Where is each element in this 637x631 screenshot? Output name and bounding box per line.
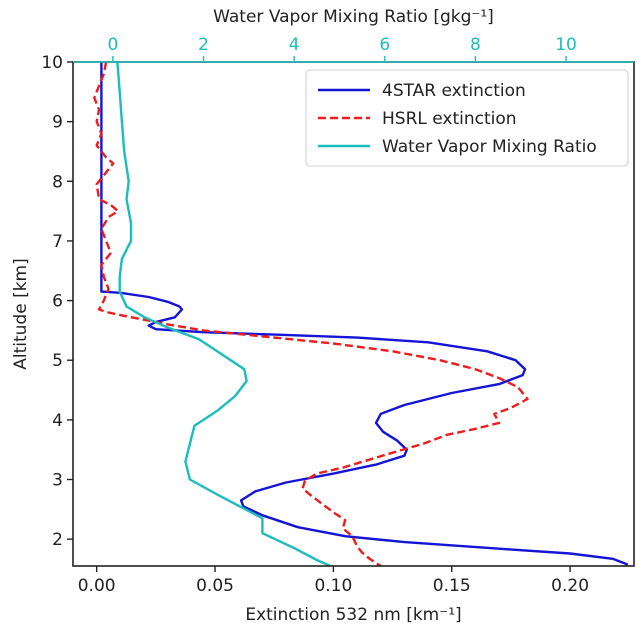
- top-tick-label: 6: [379, 35, 390, 55]
- legend-label-2: Water Vapor Mixing Ratio: [382, 137, 597, 157]
- top-tick-label: 4: [289, 35, 300, 55]
- y-tick-label: 9: [52, 113, 63, 133]
- x-tick-label: 0.05: [196, 576, 234, 596]
- series-layer: [93, 62, 629, 566]
- y-axis-ticks: 2 3 4 5 6 7 8 9 10: [41, 53, 73, 550]
- top-axis-ticks: 0 2 4 6 8 10: [107, 35, 577, 62]
- y-tick-label: 7: [52, 232, 63, 252]
- x-tick-label: 0.00: [78, 576, 116, 596]
- series-line-0: [100, 62, 629, 566]
- y-tick-label: 2: [52, 530, 63, 550]
- series-line-2: [116, 62, 332, 566]
- top-tick-label: 10: [555, 35, 577, 55]
- x-tick-label: 0.15: [433, 576, 471, 596]
- y-tick-label: 5: [52, 351, 63, 371]
- top-axis-label: Water Vapor Mixing Ratio [gkg⁻¹]: [213, 7, 494, 27]
- legend-box: [305, 69, 629, 167]
- legend: 4STAR extinction HSRL extinction Water Vap…: [305, 69, 629, 167]
- y-tick-label: 8: [52, 172, 63, 192]
- y-tick-label: 6: [52, 292, 63, 312]
- top-tick-label: 0: [107, 35, 118, 55]
- x-tick-label: 0.20: [551, 576, 589, 596]
- x-axis-ticks: 0.00 0.05 0.10 0.15 0.20: [78, 566, 589, 596]
- top-tick-label: 8: [470, 35, 481, 55]
- y-tick-label: 4: [52, 411, 63, 431]
- y-tick-label: 10: [41, 53, 63, 73]
- legend-label-1: HSRL extinction: [382, 109, 517, 129]
- y-axis-label: Altitude [km]: [11, 258, 31, 370]
- y-tick-label: 3: [52, 471, 63, 491]
- legend-label-0: 4STAR extinction: [382, 81, 526, 101]
- x-axis-label: Extinction 532 nm [km⁻¹]: [245, 605, 461, 625]
- series-line-1: [93, 62, 529, 566]
- x-tick-label: 0.10: [314, 576, 352, 596]
- top-tick-label: 2: [198, 35, 209, 55]
